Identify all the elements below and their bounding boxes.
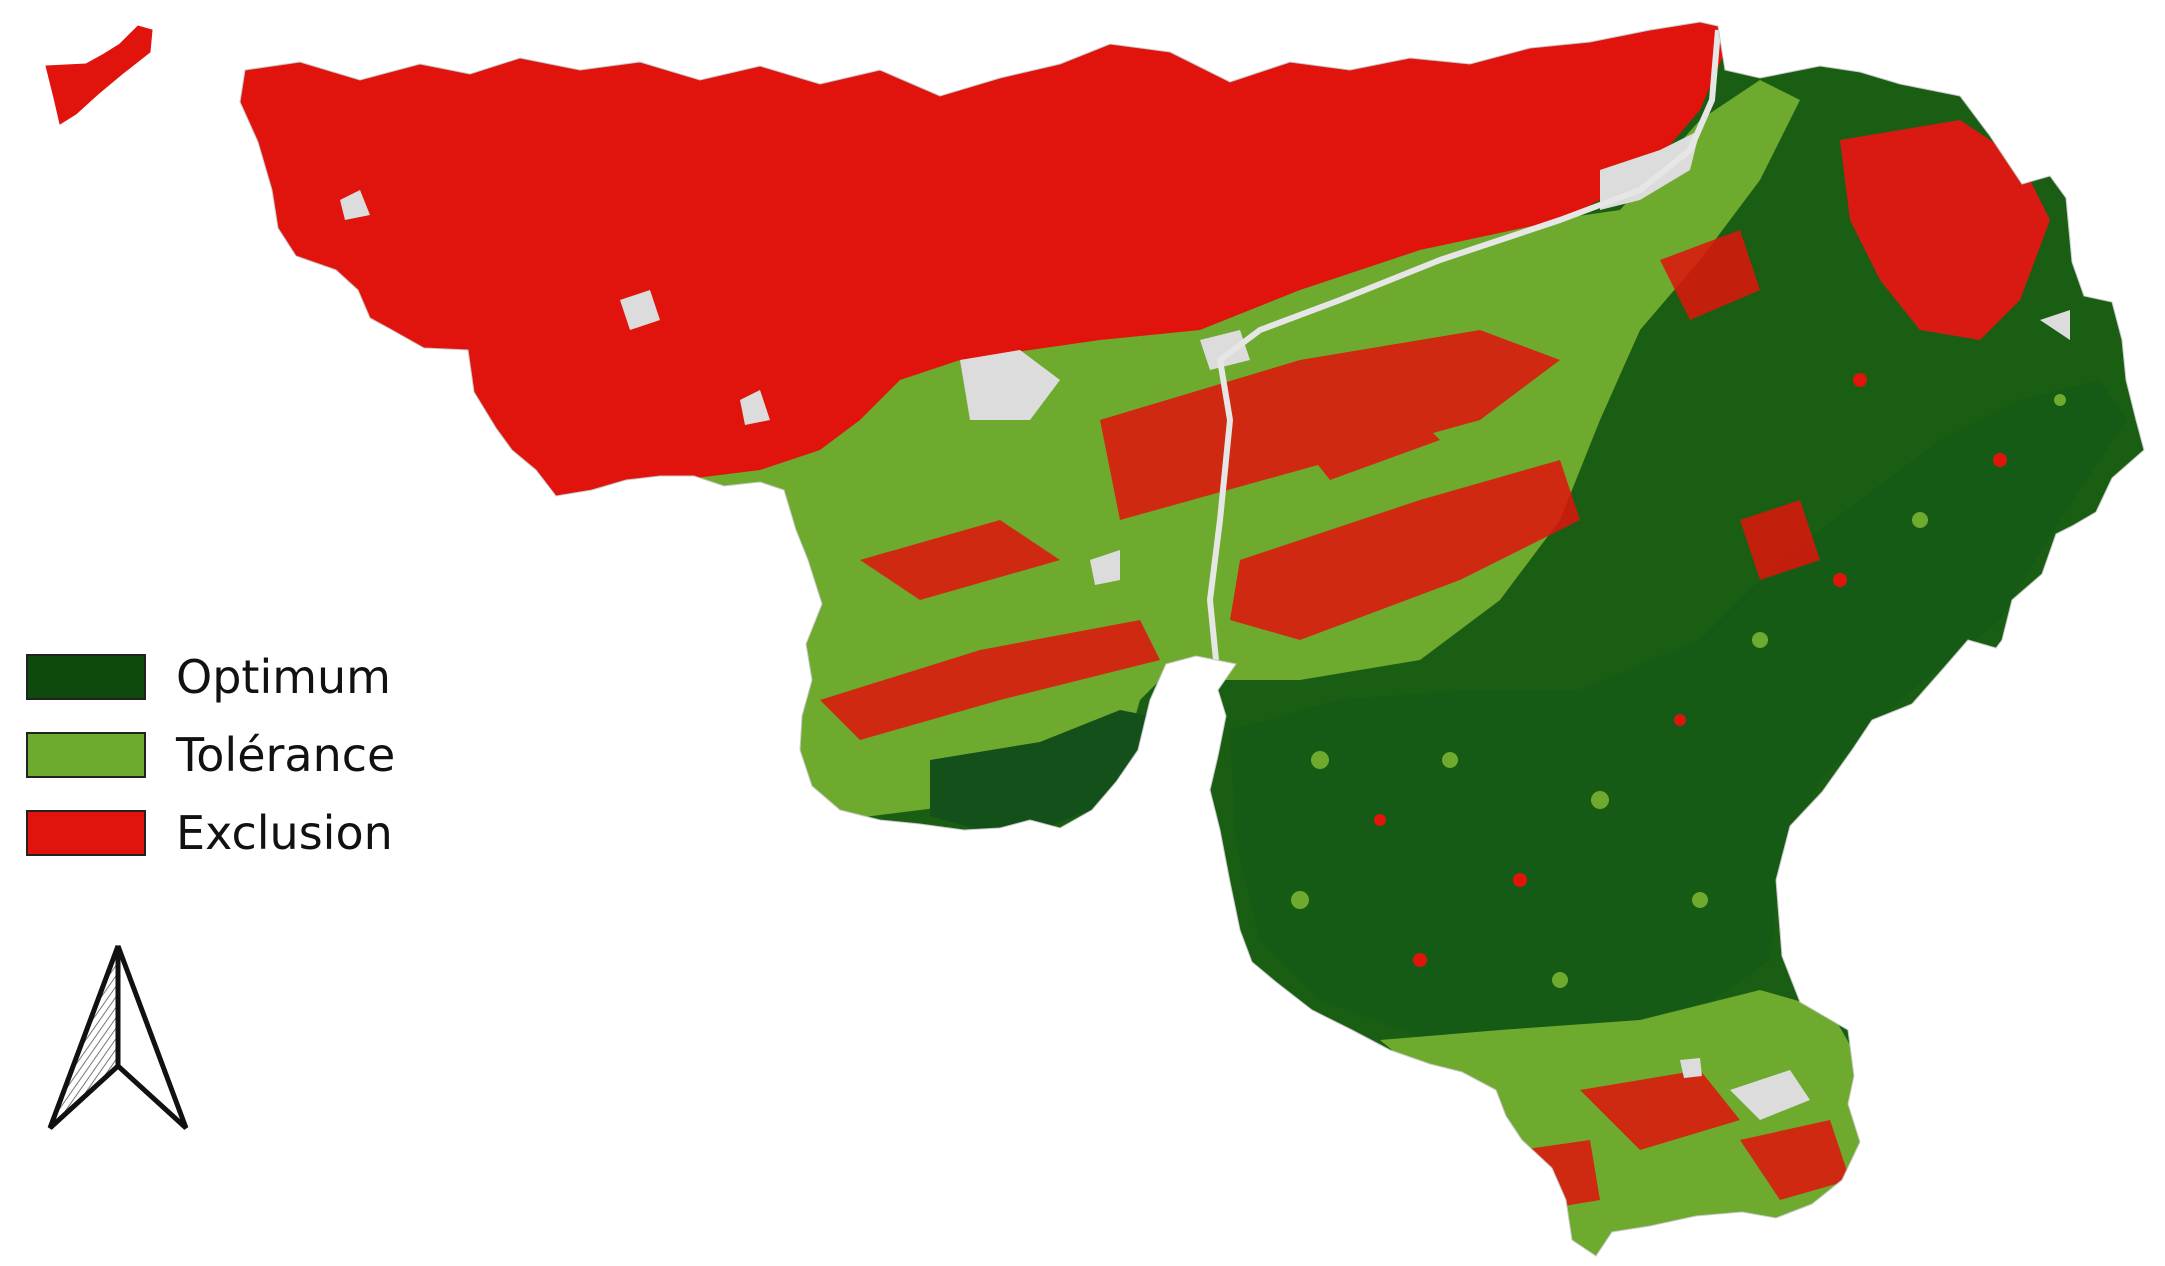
map-legend: Optimum Tolérance Exclusion — [26, 638, 395, 872]
exclave-region — [45, 25, 153, 125]
legend-item-tolerance: Tolérance — [26, 716, 395, 794]
exclusion-patch-ne — [1840, 120, 2050, 340]
legend-item-exclusion: Exclusion — [26, 794, 395, 872]
exclusion-stripes — [820, 230, 1850, 1210]
legend-item-optimum: Optimum — [26, 638, 395, 716]
legend-swatch-optimum — [26, 654, 146, 700]
legend-swatch-tolerance — [26, 732, 146, 778]
exclusion-zone — [240, 22, 2144, 500]
optimum-pocket-sw — [930, 710, 1150, 830]
legend-label-exclusion: Exclusion — [176, 806, 393, 860]
nodata-patches — [340, 130, 2070, 1120]
optimum-core — [1230, 380, 2126, 1040]
legend-swatch-exclusion — [26, 810, 146, 856]
legend-label-optimum: Optimum — [176, 650, 391, 704]
ardennes-speckle — [1291, 373, 2066, 988]
north-arrow-icon — [47, 945, 189, 1130]
meuse-river — [1207, 29, 1721, 661]
tolerance-zone — [400, 80, 1800, 820]
legend-label-tolerance: Tolérance — [176, 728, 396, 782]
